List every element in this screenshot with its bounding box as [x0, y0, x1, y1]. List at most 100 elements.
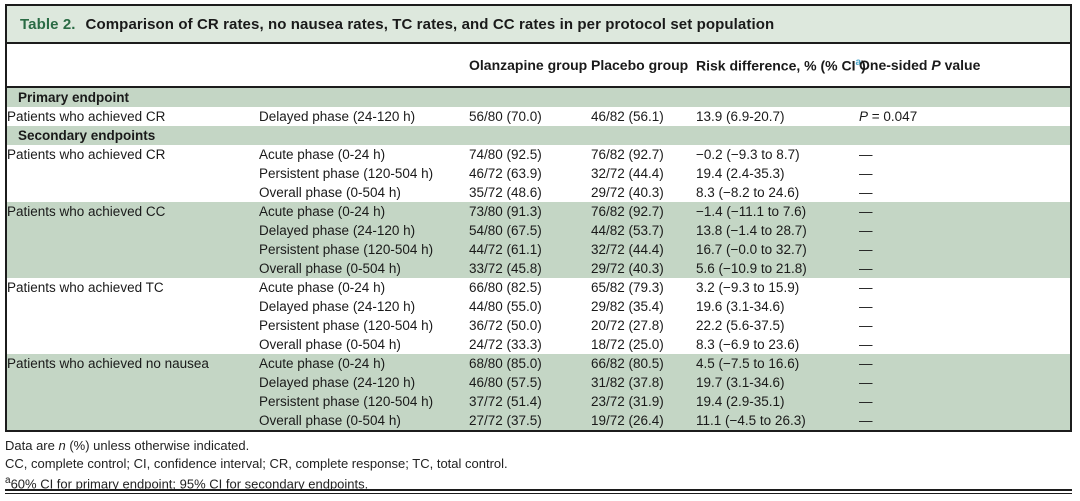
phase-cell: Delayed phase (24-120 h): [259, 375, 416, 390]
table-row: Patients who achieved no nausea Acute ph…: [7, 354, 1070, 373]
olanzapine-value-cell: 24/72 (33.3): [469, 337, 542, 352]
placebo-value-cell: 32/72 (44.4): [591, 166, 664, 181]
phase-cell: Acute phase (0-24 h): [259, 280, 386, 295]
table-row: Delayed phase (24-120 h) 44/80 (55.0) 29…: [7, 297, 1070, 316]
endpoint-cell: Patients who achieved CR: [7, 109, 166, 124]
table-row: Patients who achieved TC Acute phase (0-…: [7, 278, 1070, 297]
p-value-cell: —: [859, 223, 873, 238]
endpoint-cell: [7, 411, 259, 430]
phase-cell: Delayed phase (24-120 h): [259, 109, 416, 124]
p-value-cell: —: [859, 337, 873, 352]
endpoint-cell: [7, 183, 259, 202]
col-header-placebo: Placebo group: [591, 44, 696, 88]
placebo-value-cell: 19/72 (26.4): [591, 413, 664, 428]
risk-difference-cell: 19.7 (3.1-34.6): [696, 375, 785, 390]
footnote-a-marker: a: [855, 56, 862, 68]
placebo-value-cell: 65/82 (79.3): [591, 280, 664, 295]
olanzapine-value-cell: 46/80 (57.5): [469, 375, 542, 390]
placebo-value-cell: 31/82 (37.8): [591, 375, 664, 390]
p-value-cell: —: [859, 318, 873, 333]
endpoint-cell: [7, 392, 259, 411]
placebo-value-cell: 18/72 (25.0): [591, 337, 664, 352]
risk-difference-cell: 11.1 (−4.5 to 26.3): [696, 413, 806, 428]
table-row: Overall phase (0-504 h) 35/72 (48.6) 29/…: [7, 183, 1070, 202]
placebo-value-cell: 20/72 (27.8): [591, 318, 664, 333]
col-header-p-value: One-sided P value: [859, 44, 1070, 88]
footnote-abbreviations: CC, complete control; CI, confidence int…: [5, 455, 508, 471]
results-table: Olanzapine group Placebo group Risk diff…: [7, 44, 1070, 430]
col-header-phase: [259, 44, 469, 88]
table-row: Patients who achieved CR Delayed phase (…: [7, 107, 1070, 126]
phase-cell: Overall phase (0-504 h): [259, 337, 401, 352]
risk-difference-cell: 22.2 (5.6-37.5): [696, 318, 785, 333]
footnote-ci-definition: a60% CI for primary endpoint; 95% CI for…: [5, 475, 369, 492]
footnote-data-note: Data are n (%) unless otherwise indicate…: [5, 438, 250, 453]
section-header-row: Secondary endpoints: [7, 126, 1070, 145]
risk-difference-cell: 8.3 (−6.9 to 23.6): [696, 337, 800, 352]
olanzapine-value-cell: 54/80 (67.5): [469, 223, 542, 238]
p-value-cell: —: [859, 299, 873, 314]
risk-difference-cell: 19.4 (2.9-35.1): [696, 394, 785, 409]
col-header-risk-difference: Risk difference, % (% CIa): [696, 44, 866, 88]
table-title-bar: Table 2. Comparison of CR rates, no nause…: [7, 6, 1070, 44]
olanzapine-value-cell: 27/72 (37.5): [469, 413, 542, 428]
risk-difference-cell: 3.2 (−9.3 to 15.9): [696, 280, 800, 295]
olanzapine-value-cell: 36/72 (50.0): [469, 318, 542, 333]
phase-cell: Persistent phase (120-504 h): [259, 318, 434, 333]
risk-difference-cell: 4.5 (−7.5 to 16.6): [696, 356, 800, 371]
olanzapine-value-cell: 44/72 (61.1): [469, 242, 542, 257]
risk-difference-cell: 5.6 (−10.9 to 21.8): [696, 261, 807, 276]
p-value-cell: —: [859, 147, 873, 162]
table-row: Persistent phase (120-504 h) 44/72 (61.1…: [7, 240, 1070, 259]
p-value-cell: —: [859, 185, 873, 200]
section-header-row: Primary endpoint: [7, 87, 1070, 107]
table-2: Table 2. Comparison of CR rates, no nause…: [5, 4, 1072, 432]
p-value-cell: P = 0.047: [859, 109, 918, 124]
bottom-double-rule: [5, 489, 1072, 494]
olanzapine-value-cell: 37/72 (51.4): [469, 394, 542, 409]
olanzapine-value-cell: 33/72 (45.8): [469, 261, 542, 276]
p-value-cell: —: [859, 261, 873, 276]
section-label: Secondary endpoints: [7, 126, 1070, 145]
olanzapine-value-cell: 46/72 (63.9): [469, 166, 542, 181]
olanzapine-value-cell: 74/80 (92.5): [469, 147, 542, 162]
placebo-value-cell: 29/72 (40.3): [591, 185, 664, 200]
table-row: Patients who achieved CC Acute phase (0-…: [7, 202, 1070, 221]
phase-cell: Acute phase (0-24 h): [259, 356, 386, 371]
olanzapine-value-cell: 73/80 (91.3): [469, 204, 542, 219]
endpoint-cell: Patients who achieved no nausea: [7, 356, 209, 371]
endpoint-cell: [7, 316, 259, 335]
phase-cell: Persistent phase (120-504 h): [259, 394, 434, 409]
endpoint-cell: [7, 240, 259, 259]
column-header-row: Olanzapine group Placebo group Risk diff…: [7, 44, 1070, 88]
olanzapine-value-cell: 44/80 (55.0): [469, 299, 542, 314]
phase-cell: Acute phase (0-24 h): [259, 147, 386, 162]
phase-cell: Delayed phase (24-120 h): [259, 299, 416, 314]
table-row: Patients who achieved CR Acute phase (0-…: [7, 145, 1070, 164]
p-value-cell: —: [859, 375, 873, 390]
placebo-value-cell: 76/82 (92.7): [591, 204, 664, 219]
table-row: Persistent phase (120-504 h) 46/72 (63.9…: [7, 164, 1070, 183]
phase-cell: Delayed phase (24-120 h): [259, 223, 416, 238]
table-row: Overall phase (0-504 h) 33/72 (45.8) 29/…: [7, 259, 1070, 278]
p-value-cell: —: [859, 280, 873, 295]
risk-difference-cell: −0.2 (−9.3 to 8.7): [696, 147, 800, 162]
endpoint-cell: [7, 164, 259, 183]
p-value-cell: —: [859, 413, 873, 428]
placebo-value-cell: 76/82 (92.7): [591, 147, 664, 162]
phase-cell: Acute phase (0-24 h): [259, 204, 386, 219]
placebo-value-cell: 29/82 (35.4): [591, 299, 664, 314]
endpoint-cell: [7, 335, 259, 354]
olanzapine-value-cell: 66/80 (82.5): [469, 280, 542, 295]
risk-difference-cell: 8.3 (−8.2 to 24.6): [696, 185, 800, 200]
p-value-cell: —: [859, 204, 873, 219]
placebo-value-cell: 46/82 (56.1): [591, 109, 664, 124]
risk-difference-cell: 16.7 (−0.0 to 32.7): [696, 242, 807, 257]
endpoint-cell: Patients who achieved TC: [7, 280, 164, 295]
endpoint-cell: [7, 373, 259, 392]
endpoint-cell: [7, 259, 259, 278]
endpoint-cell: Patients who achieved CR: [7, 147, 166, 162]
table-number: Table 2.: [20, 16, 76, 33]
endpoint-cell: Patients who achieved CC: [7, 204, 166, 219]
phase-cell: Persistent phase (120-504 h): [259, 166, 434, 181]
